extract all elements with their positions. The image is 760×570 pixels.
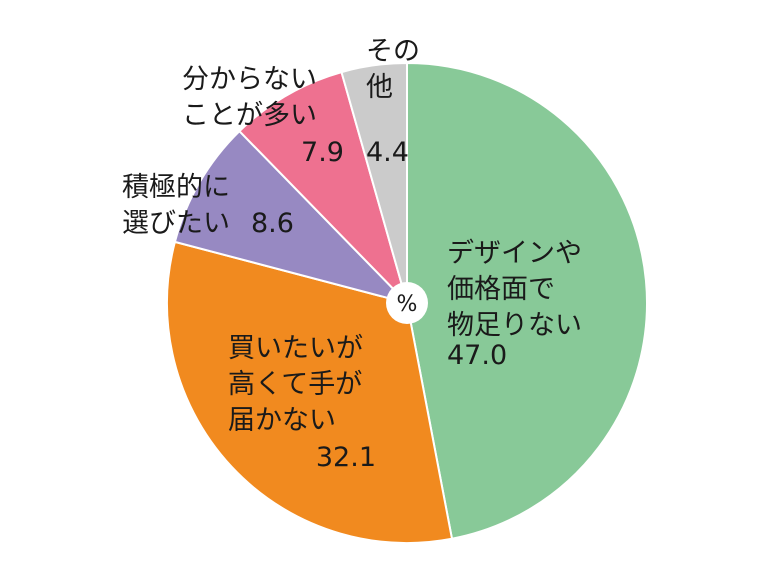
pie-slice-3 <box>173 129 411 305</box>
slice-2-label-line: 高くて手が <box>228 369 362 400</box>
slice-5-label-line: その <box>366 36 420 67</box>
slice-5-label-line: 他 <box>366 72 393 103</box>
slice-4-label-line: 分からない <box>182 64 317 95</box>
slice-5-value-label: 4.4 <box>366 137 409 168</box>
pie-slice-2 <box>166 240 454 544</box>
slice-3-value-label: 8.6 <box>251 208 294 239</box>
slice-1-value-label: 47.0 <box>447 340 507 371</box>
pie-slice-5 <box>340 61 408 304</box>
slice-1-label-line: 価格面で <box>447 274 555 305</box>
pie-slice-4 <box>238 70 408 304</box>
slice-2-label-line: 買いたいが <box>228 333 363 364</box>
center-unit-label: % <box>397 292 418 317</box>
slice-2-value-label: 32.1 <box>316 442 376 473</box>
slice-1-label-line: 物足りない <box>447 310 582 341</box>
slice-4-value-label: 7.9 <box>301 137 344 168</box>
pie-slices <box>166 61 648 544</box>
slice-4-label-line: ことが多い <box>182 100 317 131</box>
slice-2-label-line: 届かない <box>228 405 336 436</box>
pie-slice-1 <box>406 61 648 540</box>
slice-3-label-line: 選びたい <box>122 208 230 239</box>
center-hole <box>386 282 428 324</box>
slice-1-label-line: デザインや <box>447 238 582 269</box>
slice-3-label-line: 積極的に <box>122 172 230 203</box>
